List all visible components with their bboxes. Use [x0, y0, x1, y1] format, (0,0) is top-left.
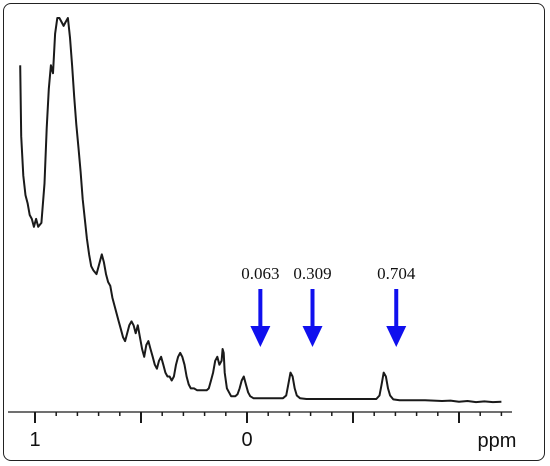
x-tick-label-1: 1 — [29, 429, 40, 451]
peak-arrow-head-0309 — [302, 326, 323, 347]
chart-frame — [3, 3, 545, 461]
peak-label-0063: 0.063 — [241, 264, 279, 283]
peak-annotation-0309: 0.309 — [293, 264, 332, 347]
x-axis-tick-labels: 1 0 — [29, 429, 252, 451]
x-axis-ticks — [34, 412, 503, 423]
peak-arrow-head-0063 — [250, 326, 271, 347]
peak-annotations: 0.063 0.309 0.704 — [241, 264, 416, 347]
peak-annotation-0063: 0.063 — [241, 264, 279, 347]
spectrum-line — [19, 17, 502, 404]
peak-annotation-0704: 0.704 — [377, 264, 416, 347]
peak-arrow-head-0704 — [386, 326, 407, 347]
x-tick-label-0: 0 — [241, 429, 252, 451]
x-axis-unit-label: ppm — [478, 430, 517, 452]
peak-label-0704: 0.704 — [377, 264, 416, 283]
peak-label-0309: 0.309 — [293, 264, 331, 283]
